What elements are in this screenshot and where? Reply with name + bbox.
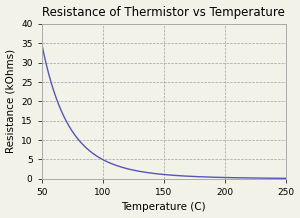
Title: Resistance of Thermistor vs Temperature: Resistance of Thermistor vs Temperature xyxy=(42,5,285,19)
Y-axis label: Resistance (kOhms): Resistance (kOhms) xyxy=(6,49,16,153)
X-axis label: Temperature (C): Temperature (C) xyxy=(122,203,206,213)
